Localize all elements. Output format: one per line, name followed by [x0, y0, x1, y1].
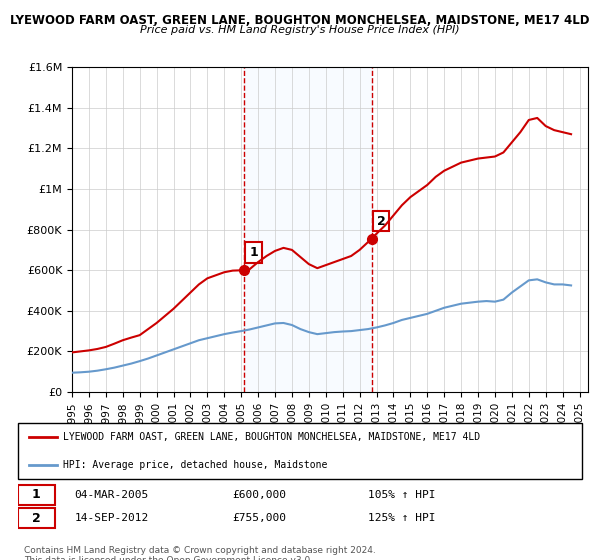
Text: 1: 1 — [249, 246, 258, 259]
FancyBboxPatch shape — [18, 484, 55, 505]
Text: 125% ↑ HPI: 125% ↑ HPI — [368, 514, 435, 524]
Text: 04-MAR-2005: 04-MAR-2005 — [74, 489, 149, 500]
Text: 105% ↑ HPI: 105% ↑ HPI — [368, 489, 435, 500]
Bar — [244, 67, 371, 392]
Text: LYEWOOD FARM OAST, GREEN LANE, BOUGHTON MONCHELSEA, MAIDSTONE, ME17 4LD: LYEWOOD FARM OAST, GREEN LANE, BOUGHTON … — [10, 14, 590, 27]
Text: 14-SEP-2012: 14-SEP-2012 — [74, 514, 149, 524]
FancyBboxPatch shape — [18, 508, 55, 529]
Text: HPI: Average price, detached house, Maidstone: HPI: Average price, detached house, Maid… — [63, 460, 328, 470]
Text: Contains HM Land Registry data © Crown copyright and database right 2024.
This d: Contains HM Land Registry data © Crown c… — [24, 546, 376, 560]
Text: £600,000: £600,000 — [232, 489, 286, 500]
Text: 2: 2 — [32, 512, 40, 525]
Text: 1: 1 — [32, 488, 40, 501]
Text: Price paid vs. HM Land Registry's House Price Index (HPI): Price paid vs. HM Land Registry's House … — [140, 25, 460, 35]
Text: £755,000: £755,000 — [232, 514, 286, 524]
Text: 2: 2 — [377, 214, 385, 227]
FancyBboxPatch shape — [18, 423, 582, 479]
Text: LYEWOOD FARM OAST, GREEN LANE, BOUGHTON MONCHELSEA, MAIDSTONE, ME17 4LD: LYEWOOD FARM OAST, GREEN LANE, BOUGHTON … — [63, 432, 480, 442]
